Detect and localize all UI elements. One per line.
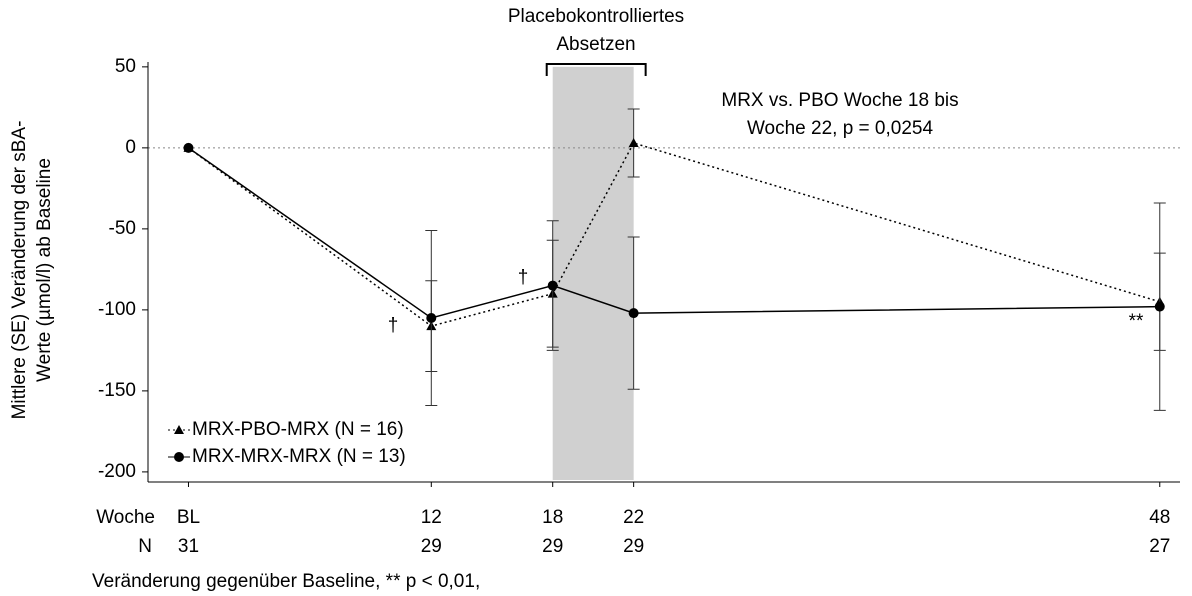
y-tick-label: -200 (98, 461, 136, 482)
bracket (545, 63, 647, 76)
marker (174, 425, 184, 434)
y-axis-label: Mittlere (SE) Veränderung der sBA- (9, 121, 30, 420)
series-line (188, 142, 1160, 327)
marker (426, 312, 437, 323)
legend-label: MRX-MRX-MRX (N = 13) (192, 446, 406, 467)
y-tick-label: -150 (98, 380, 136, 401)
x-tick-label: BL (177, 507, 200, 528)
marker (1154, 301, 1165, 312)
n-row-label: N (138, 536, 152, 557)
series-line (188, 147, 1160, 319)
significance-marker: † (518, 267, 529, 288)
significance-marker: ** (1129, 311, 1144, 332)
legend-label: MRX-PBO-MRX (N = 16) (192, 419, 404, 440)
x-tick-label: 48 (1149, 507, 1170, 528)
y-tick-label: -50 (109, 218, 136, 239)
significance-marker: † (388, 315, 399, 336)
shade-label: Absetzen (556, 34, 635, 55)
marker (547, 280, 558, 291)
shade-label: Placebokontrolliertes (508, 6, 684, 27)
annotation: MRX vs. PBO Woche 18 bis (721, 90, 958, 111)
marker (174, 452, 184, 462)
footnote: Veränderung gegenüber Baseline, ** p < 0… (92, 571, 480, 592)
n-value: 27 (1149, 536, 1170, 557)
x-tick-label: 12 (421, 507, 442, 528)
marker (628, 138, 639, 148)
n-value: 29 (542, 536, 563, 557)
y-tick-label: 50 (115, 56, 136, 77)
n-value: 29 (623, 536, 644, 557)
y-tick-label: 0 (125, 137, 136, 158)
n-value: 31 (178, 536, 199, 557)
annotation: Woche 22, p = 0,0254 (747, 118, 934, 139)
y-axis-label: Werte (µmol/l) ab Baseline (34, 158, 55, 382)
n-value: 29 (421, 536, 442, 557)
x-row-label: Woche (96, 507, 155, 528)
marker (183, 142, 194, 153)
x-tick-label: 18 (542, 507, 563, 528)
marker (628, 308, 639, 319)
x-tick-label: 22 (623, 507, 644, 528)
shade-region (552, 66, 634, 480)
y-tick-label: -100 (98, 299, 136, 320)
